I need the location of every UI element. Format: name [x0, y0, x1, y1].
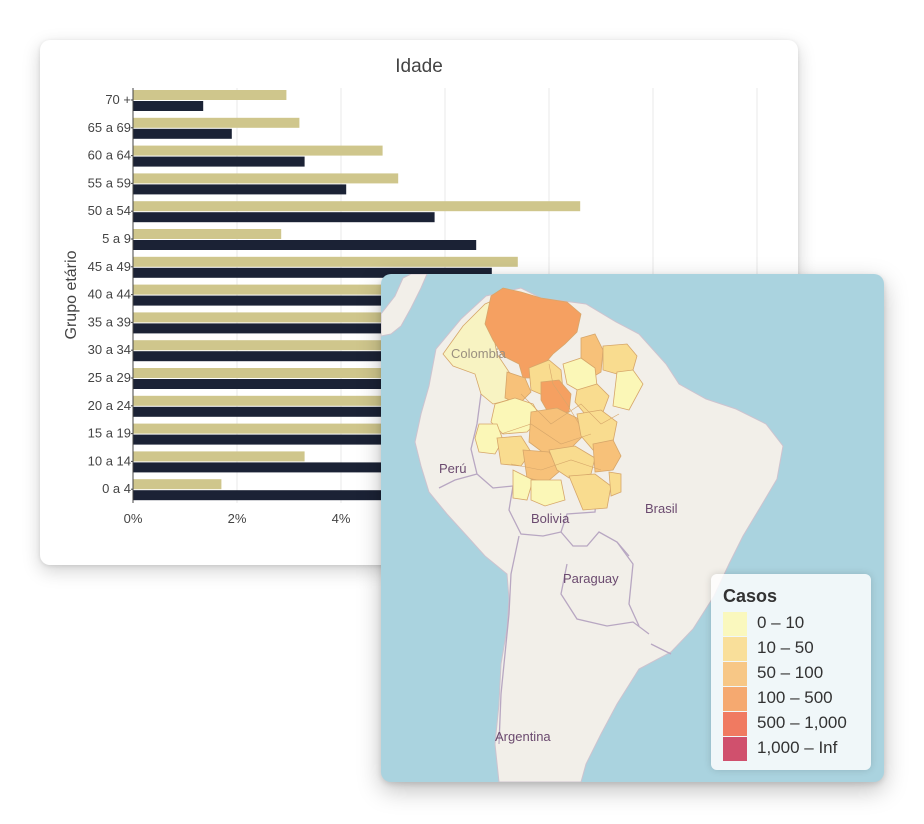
- label-colombia: Colombia: [451, 346, 507, 361]
- bar[interactable]: [133, 490, 425, 501]
- category-tick-label: 35 a 39: [88, 314, 131, 329]
- bar[interactable]: [133, 240, 477, 250]
- bar[interactable]: [133, 173, 399, 184]
- bar[interactable]: [133, 212, 435, 223]
- y-axis-label: Grupo etário: [63, 250, 80, 339]
- bar[interactable]: [133, 229, 282, 239]
- legend-label: 1,000 – Inf: [757, 738, 838, 757]
- x-tick-label: 4%: [332, 511, 351, 526]
- map-legend: Casos 0 – 10 10 – 50 50 – 100 100 – 500 …: [711, 574, 871, 770]
- chart-ticks: 0 a 4 10 a 14 15 a 19 20 a 24 25 a 29 30 a 34…: [88, 88, 351, 526]
- bar[interactable]: [133, 184, 347, 195]
- south-america-map[interactable]: Colombia Perú Bolivia Brasil Paraguay Ar…: [381, 274, 884, 782]
- category-tick-label: 10 a 14: [88, 453, 131, 468]
- bar[interactable]: [133, 90, 287, 100]
- bar[interactable]: [133, 351, 555, 362]
- bar[interactable]: [133, 128, 232, 139]
- bar[interactable]: [133, 101, 204, 111]
- central-america-land: [381, 274, 428, 337]
- bar[interactable]: [133, 156, 305, 167]
- category-tick-label: 25 a 29: [88, 370, 131, 385]
- bar[interactable]: [133, 284, 544, 295]
- bar[interactable]: [133, 145, 383, 156]
- legend-swatch: [723, 662, 747, 686]
- region-inner-borders: [500, 363, 620, 471]
- category-tick-label: 45 a 49: [88, 259, 131, 274]
- bar[interactable]: [133, 406, 529, 417]
- bar[interactable]: [133, 479, 222, 490]
- bar[interactable]: [133, 379, 544, 389]
- bar[interactable]: [133, 267, 492, 278]
- bar[interactable]: [133, 423, 388, 434]
- legend-label: 500 – 1,000: [757, 713, 847, 732]
- bar[interactable]: [133, 434, 513, 445]
- legend-label: 50 – 100: [757, 663, 824, 682]
- bar[interactable]: [133, 451, 305, 462]
- category-tick-label: 65 a 69: [88, 120, 131, 135]
- category-tick-label: 55 a 59: [88, 175, 131, 190]
- case-regions[interactable]: [442, 287, 644, 511]
- bar[interactable]: [133, 117, 300, 128]
- category-tick-label: 5 a 9: [102, 231, 131, 246]
- label-brasil: Brasil: [645, 501, 678, 516]
- country-borders: [438, 393, 672, 745]
- legend-swatch: [723, 737, 747, 761]
- legend-title: Casos: [723, 586, 778, 606]
- chart-bars: [133, 90, 581, 501]
- category-tick-label: 30 a 34: [88, 342, 131, 357]
- category-tick-label: 40 a 44: [88, 287, 131, 302]
- bar[interactable]: [133, 340, 477, 351]
- label-peru: Perú: [439, 461, 466, 476]
- category-tick-label: 60 a 64: [88, 148, 131, 163]
- legend-label: 100 – 500: [757, 688, 833, 707]
- bar[interactable]: [133, 368, 451, 378]
- legend-swatch: [723, 687, 747, 711]
- category-tick-label: 0 a 4: [102, 481, 131, 496]
- category-tick-label: 50 a 54: [88, 203, 131, 218]
- legend-swatch: [723, 712, 747, 736]
- chart-title: Idade: [395, 56, 443, 77]
- x-tick-label: 0%: [124, 511, 143, 526]
- label-argentina: Argentina: [495, 729, 551, 744]
- legend-swatch: [723, 612, 747, 636]
- bar[interactable]: [133, 256, 518, 267]
- bar[interactable]: [133, 323, 555, 334]
- category-tick-label: 20 a 24: [88, 398, 131, 413]
- legend-label: 0 – 10: [757, 613, 805, 632]
- bar[interactable]: [133, 312, 508, 323]
- category-tick-label: 15 a 19: [88, 426, 131, 441]
- label-paraguay: Paraguay: [563, 571, 619, 586]
- age-bar-chart: Idade Grupo etário 0 a 4 10 a 14 15 a 19 20…: [63, 56, 758, 526]
- bar[interactable]: [133, 395, 425, 406]
- x-tick-label: 2%: [228, 511, 247, 526]
- label-bolivia: Bolivia: [531, 511, 570, 526]
- bar[interactable]: [133, 201, 581, 212]
- cases-map-card[interactable]: Colombia Perú Bolivia Brasil Paraguay Ar…: [381, 274, 884, 782]
- legend-swatch: [723, 637, 747, 661]
- bar[interactable]: [133, 295, 529, 306]
- legend-label: 10 – 50: [757, 638, 814, 657]
- bar[interactable]: [133, 462, 492, 473]
- category-tick-label: 70 +: [105, 92, 131, 107]
